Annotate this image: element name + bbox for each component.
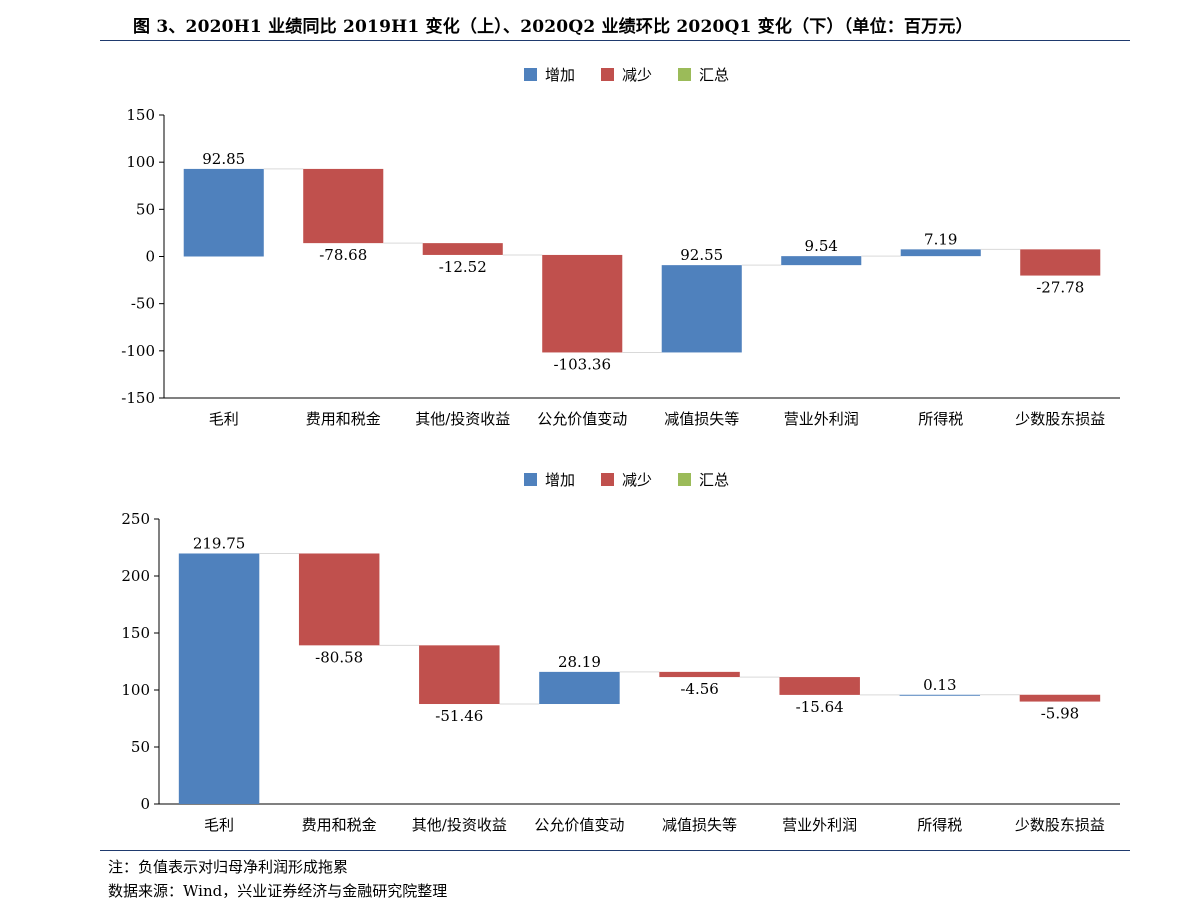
x-tick-label: 其他/投资收益 — [412, 816, 507, 834]
legend-label-decrease: 减少 — [622, 66, 653, 84]
data-label: 92.55 — [680, 246, 723, 264]
x-tick-label: 公允价值变动 — [537, 410, 627, 428]
data-label: -4.56 — [680, 680, 718, 698]
data-label: 92.85 — [202, 150, 245, 168]
legend-item-decrease: 减少 — [601, 64, 652, 85]
data-label: -80.58 — [315, 648, 363, 666]
y-tick-label: 250 — [121, 510, 150, 528]
bar-increase — [178, 553, 260, 804]
legend-label-increase: 增加 — [545, 471, 576, 489]
data-label: 219.75 — [193, 534, 246, 552]
data-label: -12.52 — [439, 258, 487, 276]
y-tick-label: 150 — [126, 106, 155, 124]
x-tick-label: 所得税 — [918, 410, 963, 428]
bar-decrease — [779, 677, 860, 695]
x-tick-label: 所得税 — [917, 816, 962, 834]
legend-item-total: 汇总 — [678, 64, 729, 85]
footer-rule — [100, 850, 1130, 851]
x-tick-label: 毛利 — [209, 410, 239, 428]
y-tick-label: 100 — [121, 681, 150, 699]
bar-decrease — [298, 553, 380, 646]
y-tick-label: 50 — [136, 200, 155, 218]
footnote: 注：负值表示对归母净利润形成拖累 — [108, 858, 349, 876]
data-label: -15.64 — [796, 698, 844, 716]
x-tick-label: 公允价值变动 — [534, 816, 624, 834]
bar-increase — [781, 256, 862, 266]
bar-decrease — [542, 254, 623, 353]
data-label: -51.46 — [435, 707, 483, 725]
legend-swatch-increase — [524, 473, 537, 486]
legend-swatch-total — [678, 68, 692, 81]
bar-decrease — [303, 168, 384, 244]
x-tick-label: 其他/投资收益 — [415, 410, 510, 428]
legend-item-decrease: 减少 — [601, 469, 652, 490]
x-tick-label: 减值损失等 — [664, 410, 739, 428]
bar-decrease — [1019, 694, 1101, 702]
bar-decrease — [422, 243, 503, 255]
legend-label-total: 汇总 — [699, 471, 730, 489]
figure-title: 图 3、2020H1 业绩同比 2019H1 变化（上）、2020Q2 业绩环比… — [133, 17, 973, 37]
legend-item-total: 汇总 — [678, 469, 729, 490]
y-tick-label: -100 — [121, 342, 155, 360]
legend-swatch-decrease — [601, 473, 615, 486]
x-tick-label: 少数股东损益 — [1015, 410, 1105, 428]
data-label: -103.36 — [553, 355, 611, 373]
y-tick-label: 150 — [121, 624, 150, 642]
bar-increase — [661, 265, 742, 353]
legend-item-increase: 增加 — [524, 64, 575, 85]
legend-bottom: 增加 减少 汇总 — [524, 469, 729, 490]
legend-swatch-total — [678, 473, 692, 486]
y-tick-label: 200 — [121, 567, 150, 585]
y-tick-label: 0 — [145, 248, 155, 266]
bar-decrease — [419, 645, 500, 705]
data-label: 7.19 — [924, 230, 957, 248]
legend-swatch-decrease — [601, 68, 615, 81]
legend-swatch-increase — [524, 68, 537, 81]
data-label: 9.54 — [805, 237, 838, 255]
data-label: 28.19 — [558, 653, 601, 671]
legend-item-increase: 增加 — [524, 469, 575, 490]
x-tick-label: 营业外利润 — [784, 410, 859, 428]
data-label: -27.78 — [1036, 279, 1084, 297]
data-label: -78.68 — [319, 246, 367, 264]
x-tick-label: 少数股东损益 — [1015, 816, 1105, 834]
waterfall-chart-top: 150 100 50 0 -50 -100 -150 92.85 毛利 -78.68 费用和税金 -1… — [121, 106, 1120, 428]
data-label: 0.13 — [923, 676, 956, 694]
x-tick-label: 费用和税金 — [306, 410, 381, 428]
x-tick-label: 费用和税金 — [302, 816, 377, 834]
bar-increase — [900, 249, 981, 257]
legend-label-total: 汇总 — [699, 66, 730, 84]
y-tick-label: 0 — [140, 795, 150, 813]
bar-increase — [539, 671, 620, 705]
legend-label-increase: 增加 — [545, 66, 576, 84]
bar-decrease — [659, 671, 740, 678]
bar-decrease — [1020, 249, 1101, 276]
legend-top: 增加 减少 汇总 — [524, 64, 729, 85]
data-label: -5.98 — [1041, 705, 1079, 723]
y-tick-label: 100 — [126, 153, 155, 171]
title-rule — [100, 40, 1130, 41]
y-tick-label: -50 — [131, 295, 155, 313]
bar-increase — [183, 168, 264, 257]
y-tick-label: -150 — [121, 389, 155, 407]
source-note: 数据来源：Wind，兴业证券经济与金融研究院整理 — [108, 882, 448, 900]
x-tick-label: 毛利 — [204, 816, 234, 834]
x-tick-label: 营业外利润 — [782, 816, 857, 834]
x-tick-label: 减值损失等 — [662, 816, 737, 834]
bar-increase — [899, 694, 981, 696]
legend-label-decrease: 减少 — [622, 471, 653, 489]
waterfall-chart-bottom: 250 200 150 100 50 0 219.75 毛利 -80.58 费用和税金 -51.46… — [121, 510, 1120, 834]
y-tick-label: 50 — [131, 738, 150, 756]
